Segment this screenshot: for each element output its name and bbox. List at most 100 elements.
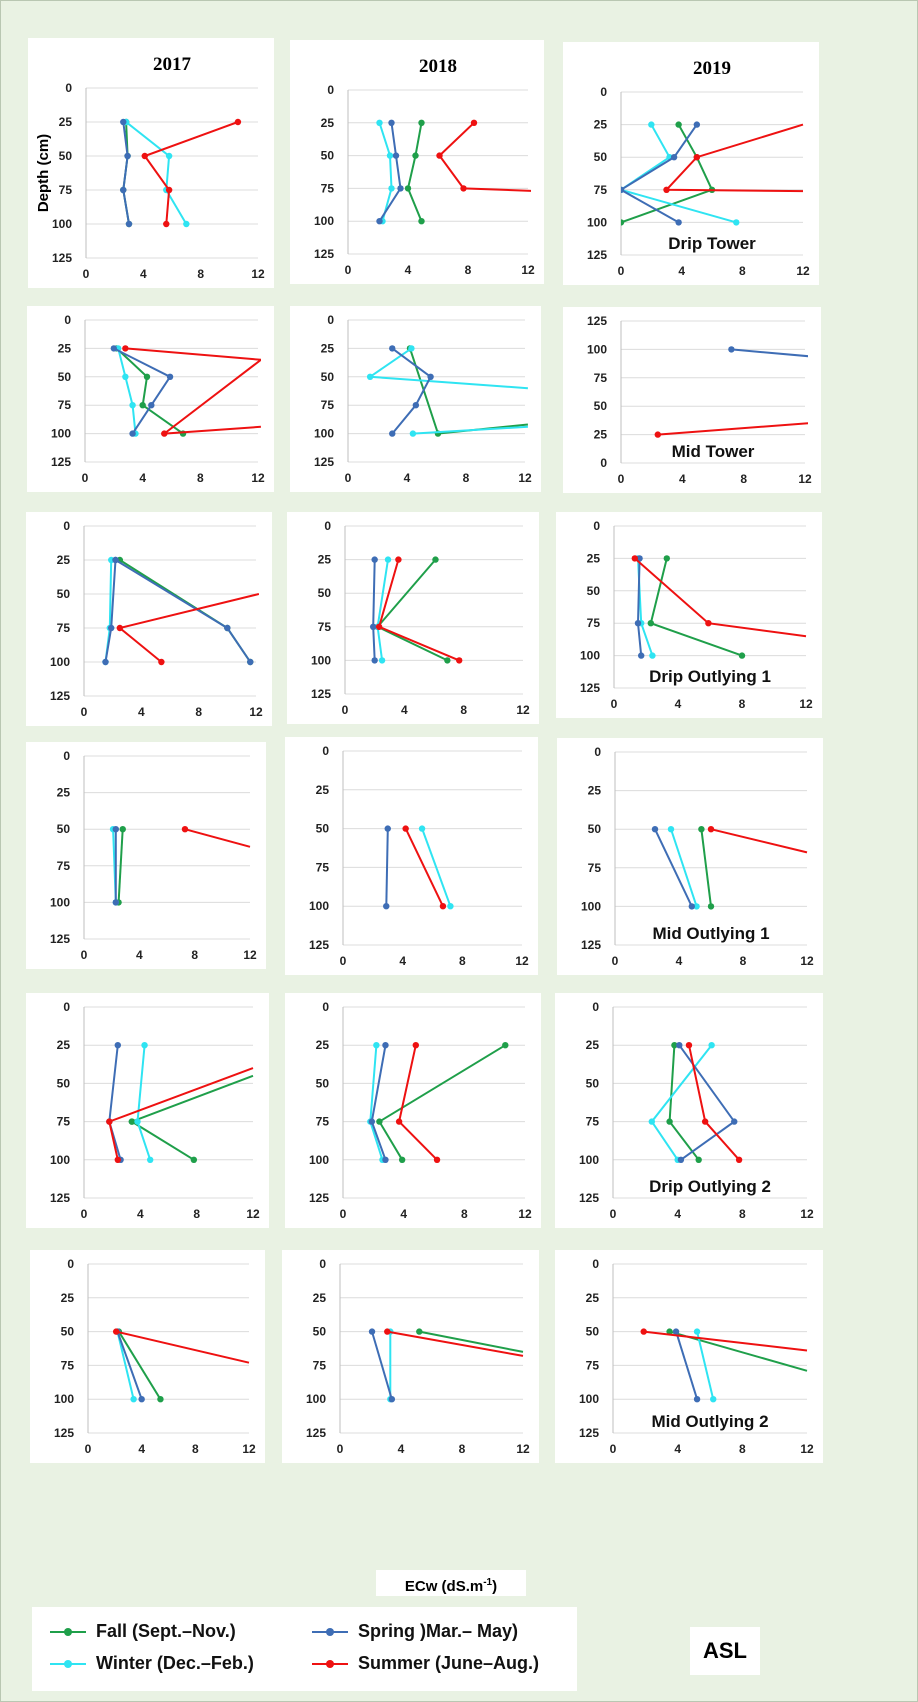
y-tick-label: 25 (58, 341, 72, 355)
chart-svg: 0 25 50 75 100 125 0 4 8 12 (54, 1257, 256, 1456)
series-line-spring (114, 559, 252, 663)
y-tick-label: 75 (58, 398, 72, 412)
data-point-winter (373, 1042, 380, 1049)
chart-svg: 0 25 50 75 100 125 0 4 8 12 (309, 744, 529, 968)
y-tick-label: 50 (318, 586, 332, 600)
chart-panel: 0 25 50 75 100 125 0 4 8 12 (30, 1250, 265, 1463)
legend-swatch-winter (50, 1658, 86, 1670)
y-tick-label: 0 (322, 744, 329, 758)
series-line-summer (143, 121, 239, 225)
x-axis-label: ECw (dS.m-1) (376, 1570, 526, 1596)
data-point-summer (116, 624, 124, 632)
data-point-winter (693, 1328, 701, 1335)
series-line-fall (375, 558, 448, 662)
chart-svg: 0 25 50 75 100 125 0 4 8 12 (314, 313, 532, 485)
series-line-winter (696, 1331, 715, 1400)
data-point-summer (701, 1118, 709, 1125)
y-tick-label: 125 (50, 932, 70, 946)
data-point-fall (404, 185, 412, 192)
chart-svg: 0 25 50 75 100 125 0 4 8 12 Mid Tower (587, 314, 812, 486)
y-tick-label: 50 (594, 150, 608, 164)
data-point-fall (698, 826, 705, 833)
y-tick-label: 50 (321, 149, 335, 163)
data-point-spring (397, 185, 404, 192)
x-axis-label-text: ECw (dS.m (404, 1578, 484, 1595)
y-tick-label: 75 (59, 183, 73, 197)
y-tick-label: 100 (587, 215, 607, 229)
series-line-summer (634, 557, 807, 638)
series-line-summer (387, 1330, 524, 1357)
y-tick-label: 25 (321, 116, 335, 130)
chart-svg: 0 25 50 75 100 125 0 4 8 12 Drip Outlying 1 (580, 519, 813, 711)
x-tick-label: 4 (140, 267, 147, 281)
series-line-summer (438, 122, 531, 192)
x-tick-label: 12 (243, 948, 257, 962)
series-line-spring (371, 1331, 393, 1400)
data-point-spring (247, 658, 254, 666)
series-line-fall (406, 122, 423, 222)
legend-dot (326, 1627, 334, 1636)
x-tick-label: 12 (518, 471, 532, 485)
y-tick-label: 75 (594, 183, 608, 197)
y-tick-label: 0 (324, 519, 331, 533)
data-point-spring (389, 430, 396, 437)
data-point-summer (685, 1042, 693, 1049)
legend-item-fall: Fall (Sept.–Nov.) (50, 1621, 236, 1642)
x-tick-label: 12 (251, 471, 265, 485)
legend-dot (64, 1659, 72, 1668)
data-point-winter (183, 220, 190, 228)
x-tick-label: 0 (611, 697, 618, 711)
y-tick-label: 125 (581, 938, 601, 952)
data-point-winter (648, 121, 655, 128)
data-point-winter (409, 430, 417, 437)
series-line-summer (643, 1330, 808, 1352)
data-point-fall (647, 620, 654, 627)
data-point-summer (433, 1156, 441, 1163)
data-point-winter (122, 373, 129, 380)
y-tick-label: 100 (50, 655, 70, 669)
x-tick-label: 12 (796, 264, 810, 278)
x-tick-label: 8 (197, 267, 204, 281)
y-tick-label: 100 (314, 427, 334, 441)
series-line-winter (116, 1331, 135, 1400)
legend-item-winter: Winter (Dec.–Feb.) (50, 1653, 254, 1674)
chart-panel: 0 25 50 75 100 125 0 4 8 12 Drip Outlying 1 (556, 512, 822, 718)
data-point-winter (146, 1156, 154, 1163)
series-line-fall (131, 1120, 195, 1161)
y-tick-label: 125 (309, 1191, 329, 1205)
data-point-spring (120, 118, 127, 126)
data-point-winter (134, 1118, 141, 1125)
y-tick-label: 100 (54, 1392, 74, 1406)
y-tick-label: 100 (311, 653, 331, 667)
y-tick-label: 125 (311, 687, 331, 701)
series-line-spring (372, 559, 376, 661)
data-point-winter (376, 119, 383, 127)
y-tick-label: 25 (586, 1038, 600, 1052)
x-tick-label: 12 (251, 267, 265, 281)
x-tick-label: 12 (515, 954, 529, 968)
data-point-summer (122, 345, 129, 352)
data-point-winter (129, 402, 136, 409)
data-point-fall (418, 218, 425, 225)
series-group (366, 345, 528, 437)
y-tick-label: 125 (50, 689, 70, 703)
site-label: Mid Tower (672, 442, 755, 461)
y-tick-label: 0 (67, 1257, 74, 1271)
data-point-winter (366, 373, 374, 380)
series-line-fall (118, 1331, 162, 1400)
x-tick-label: 8 (192, 1442, 199, 1456)
data-point-spring (731, 1118, 738, 1125)
series-line-summer (404, 828, 444, 907)
y-tick-label: 125 (580, 681, 600, 695)
x-tick-label: 0 (81, 705, 88, 719)
x-tick-label: 12 (242, 1442, 256, 1456)
series-line-spring (391, 347, 432, 435)
chart-panel: 0 25 50 75 100 125 0 4 8 12 (287, 512, 539, 724)
legend-dot (64, 1627, 72, 1636)
chart-panel: 0 25 50 75 100 125 0 4 8 12 2019 Drip Tower (563, 42, 819, 285)
data-point-summer (161, 430, 168, 437)
chart-panel: 0 25 50 75 100 125 0 4 8 12 (282, 1250, 539, 1463)
x-tick-label: 4 (405, 263, 412, 277)
y-tick-label: 125 (314, 247, 334, 261)
series-line-summer (398, 1044, 438, 1161)
